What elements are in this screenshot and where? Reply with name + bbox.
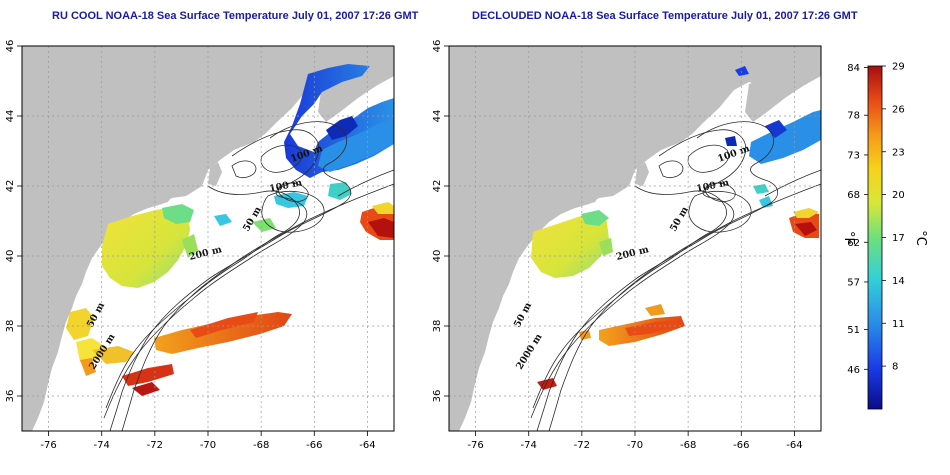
- left-y-axis: 36 38 40 42 44 46: [5, 40, 22, 403]
- colorbar: 84 78 73 68 62 57 51 46 29 26 23 20 17 14 11 8 °F °C: [841, 62, 928, 410]
- sst-data-layer: [531, 66, 821, 390]
- y-tick-label: 38: [432, 320, 443, 333]
- celsius-tick-label: 14: [892, 276, 905, 287]
- y-tick-label: 38: [5, 320, 16, 333]
- y-tick-label: 44: [432, 110, 443, 123]
- x-tick-label: -68: [253, 440, 269, 451]
- y-tick-label: 36: [432, 390, 443, 403]
- x-tick-label: -74: [521, 440, 537, 451]
- y-tick-label: 40: [432, 250, 443, 263]
- colorbar-ramp: [867, 65, 883, 410]
- x-tick-label: -72: [574, 440, 590, 451]
- fahrenheit-tick-label: 62: [847, 238, 860, 249]
- x-tick-label: -76: [40, 440, 56, 451]
- x-tick-label: -70: [200, 440, 216, 451]
- celsius-tick-label: 20: [892, 190, 905, 201]
- x-tick-label: -70: [627, 440, 643, 451]
- right-panel-title: DECLOUDED NOAA-18 Sea Surface Temperatur…: [472, 10, 858, 22]
- x-tick-label: -74: [94, 440, 110, 451]
- y-tick-label: 46: [432, 40, 443, 53]
- celsius-tick-label: 26: [892, 104, 905, 115]
- fahrenheit-tick-label: 78: [847, 111, 860, 122]
- right-y-axis: 36 38 40 42 44 46: [432, 40, 449, 403]
- y-tick-label: 42: [432, 180, 443, 193]
- left-grid: [22, 45, 394, 431]
- left-panel-title: RU COOL NOAA-18 Sea Surface Temperature …: [52, 10, 419, 22]
- fahrenheit-tick-label: 51: [847, 325, 860, 336]
- x-tick-label: -64: [786, 440, 802, 451]
- y-tick-label: 42: [5, 180, 16, 193]
- y-tick-label: 40: [5, 250, 16, 263]
- left-x-axis: -76 -74 -72 -70 -68 -66 -64: [40, 431, 376, 451]
- celsius-tick-label: 29: [892, 62, 905, 73]
- celsius-tick-label: 23: [892, 147, 905, 158]
- x-tick-label: -66: [306, 440, 322, 451]
- celsius-tick-label: 11: [892, 319, 905, 330]
- y-tick-label: 36: [5, 390, 16, 403]
- y-tick-label: 46: [5, 40, 16, 53]
- x-tick-label: -76: [467, 440, 483, 451]
- y-tick-label: 44: [5, 110, 16, 123]
- colorbar-celsius-ticks: 29 26 23 20 17 14 11 8: [882, 62, 905, 373]
- fahrenheit-tick-label: 46: [847, 365, 860, 376]
- fahrenheit-tick-label: 57: [847, 277, 860, 288]
- x-tick-label: -66: [733, 440, 749, 451]
- celsius-unit-label: °C: [913, 230, 928, 246]
- sst-data-layer: [66, 64, 394, 396]
- x-tick-label: -64: [359, 440, 375, 451]
- right-x-axis: -76 -74 -72 -70 -68 -66 -64: [467, 431, 803, 451]
- celsius-tick-label: 17: [892, 233, 905, 244]
- fahrenheit-tick-label: 84: [847, 63, 860, 74]
- left-map-panel: 100 m 100 m 50 m 200 m 50 m 2000 m -76 -7…: [5, 40, 395, 451]
- celsius-tick-label: 8: [892, 362, 898, 373]
- x-tick-label: -72: [147, 440, 163, 451]
- fahrenheit-unit-label: °F: [841, 231, 856, 245]
- right-map-panel: 100 m 100 m 50 m 200 m 50 m 2000 m -76 -7…: [432, 40, 822, 451]
- fahrenheit-tick-label: 68: [847, 190, 860, 201]
- colorbar-fahrenheit-ticks: 84 78 73 68 62 57 51 46: [847, 63, 868, 376]
- fahrenheit-tick-label: 73: [847, 150, 860, 161]
- x-tick-label: -68: [680, 440, 696, 451]
